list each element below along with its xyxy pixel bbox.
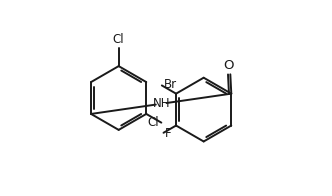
Text: O: O — [223, 59, 234, 72]
Text: F: F — [165, 127, 172, 140]
Text: Cl: Cl — [147, 116, 159, 129]
Text: Br: Br — [163, 78, 177, 91]
Text: NH: NH — [152, 97, 170, 110]
Text: Cl: Cl — [113, 33, 124, 46]
